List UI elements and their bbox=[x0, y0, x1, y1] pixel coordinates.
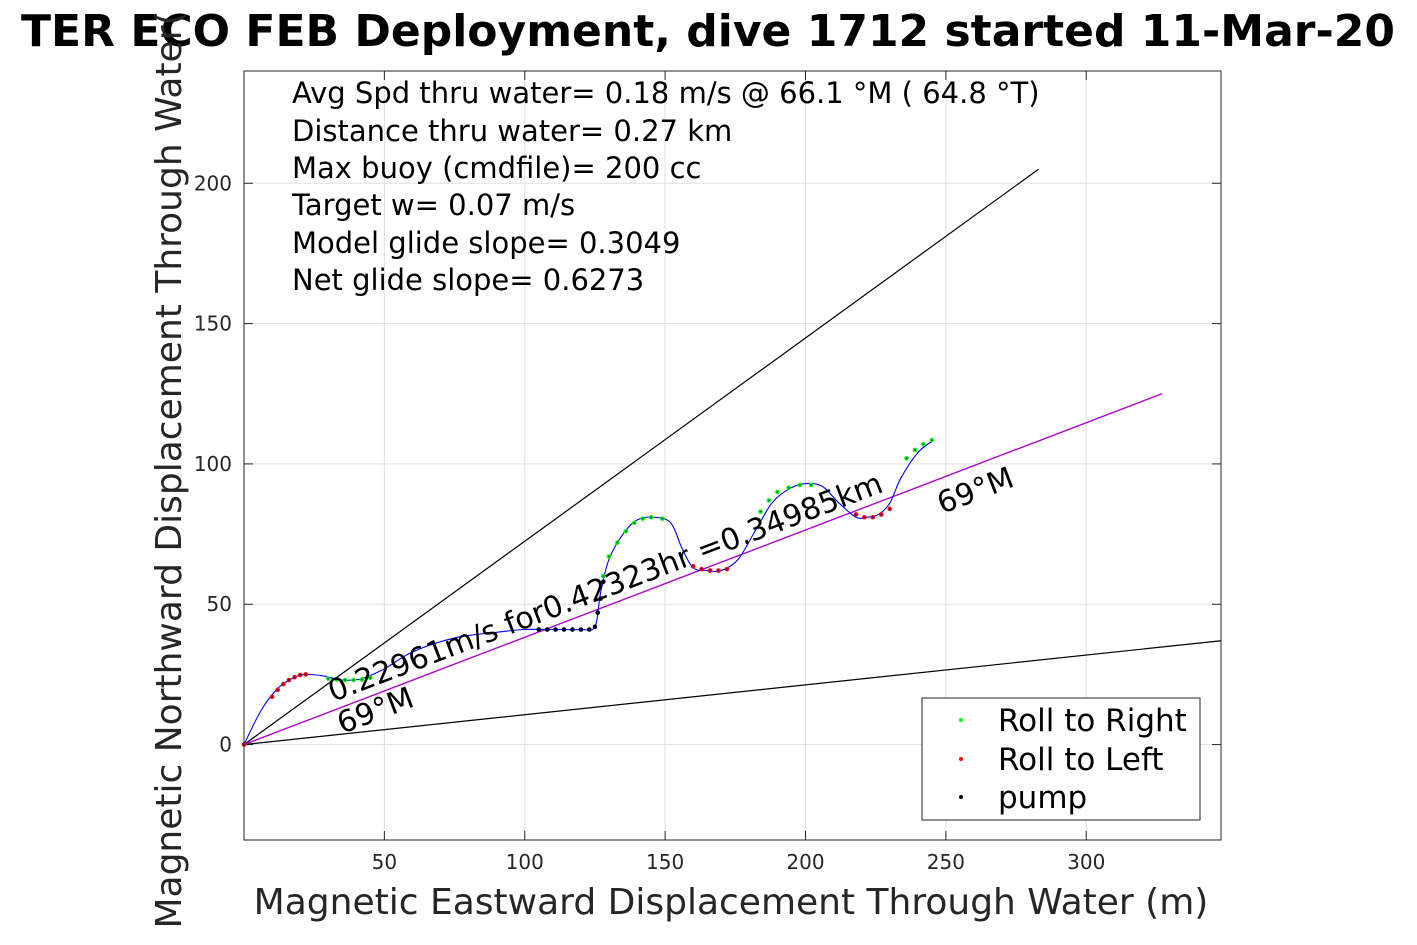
y-tick-label: 150 bbox=[194, 312, 232, 336]
plot-frame bbox=[243, 70, 1222, 841]
marker-core-pump bbox=[602, 580, 605, 583]
info-block: Avg Spd thru water= 0.18 m/s @ 66.1 °M (… bbox=[291, 76, 1040, 297]
marker-core-roll-to-right bbox=[616, 541, 619, 544]
marker-core-roll-to-right bbox=[327, 677, 330, 680]
marker-core-roll-to-right bbox=[661, 517, 664, 520]
info-model-glide-slope: Model glide slope= 0.3049 bbox=[292, 226, 680, 260]
marker-core-roll-to-right bbox=[633, 521, 636, 524]
chart-title: TER ECO FEB Deployment, dive 1712 starte… bbox=[21, 6, 1395, 57]
marker-core-roll-to-right bbox=[810, 483, 813, 486]
legend-label-pump: pump bbox=[998, 780, 1087, 816]
marker-core-roll-to-right bbox=[344, 679, 347, 682]
marker-core-roll-to-right bbox=[650, 516, 653, 519]
marker-core-roll-to-left bbox=[287, 679, 290, 682]
x-tick-label: 100 bbox=[506, 850, 544, 874]
marker-core-pump bbox=[563, 628, 566, 631]
info-distance: Distance thru water= 0.27 km bbox=[292, 114, 732, 148]
x-tick-label: 50 bbox=[372, 850, 397, 874]
marker-core-roll-to-right bbox=[335, 678, 338, 681]
marker-core-roll-to-right bbox=[767, 499, 770, 502]
info-max-buoy: Max buoy (cmdfile)= 200 cc bbox=[292, 151, 701, 185]
marker-core-roll-to-right bbox=[922, 443, 925, 446]
x-tick-label: 250 bbox=[927, 850, 965, 874]
marker-core-roll-to-left bbox=[282, 683, 285, 686]
marker-core-roll-to-right bbox=[798, 483, 801, 486]
marker-core-roll-to-right bbox=[352, 679, 355, 682]
marker-core-roll-to-left bbox=[871, 516, 874, 519]
y-tick-label: 50 bbox=[207, 592, 232, 616]
cone-line-1 bbox=[243, 168, 1039, 746]
axis-ticks: 50 100 150 200 250 300 0 50 100 150 200 bbox=[194, 71, 1221, 874]
x-tick-label: 200 bbox=[786, 850, 824, 874]
marker-core-roll-to-right bbox=[602, 575, 605, 578]
marker-core-roll-to-right bbox=[930, 439, 933, 442]
y-axis-label: Magnetic Northward Displacement Through … bbox=[149, 11, 190, 928]
marker-core-pump bbox=[588, 628, 591, 631]
marker-core-pump bbox=[593, 625, 596, 628]
marker-core-roll-to-left bbox=[692, 565, 695, 568]
marker-core-pump bbox=[599, 597, 602, 600]
info-target-w: Target w= 0.07 m/s bbox=[291, 188, 575, 222]
y-tick-label: 200 bbox=[194, 171, 232, 195]
marker-core-roll-to-left bbox=[700, 568, 703, 571]
marker-core-roll-to-left bbox=[725, 568, 728, 571]
y-tick-label: 0 bbox=[219, 733, 232, 757]
marker-core-roll-to-left bbox=[863, 516, 866, 519]
marker-core-roll-to-left bbox=[276, 688, 279, 691]
marker-core-pump bbox=[579, 628, 582, 631]
marker-core-roll-to-right bbox=[641, 517, 644, 520]
marker-core-roll-to-right bbox=[776, 490, 779, 493]
marker-core-roll-to-left bbox=[293, 676, 296, 679]
marker-core-roll-to-right bbox=[913, 448, 916, 451]
marker-core-pump bbox=[554, 628, 557, 631]
marker-core-pump bbox=[546, 628, 549, 631]
legend-marker-roll-left bbox=[959, 757, 963, 761]
legend: Roll to Right Roll to Left pump bbox=[921, 697, 1201, 821]
legend-label-roll-right: Roll to Right bbox=[998, 703, 1187, 739]
marker-core-pump bbox=[571, 628, 574, 631]
marker-core-roll-to-left bbox=[709, 569, 712, 572]
y-tick-label: 100 bbox=[194, 452, 232, 476]
legend-marker-roll-right bbox=[959, 718, 963, 722]
legend-box bbox=[921, 697, 1201, 821]
marker-core-roll-to-left bbox=[855, 513, 858, 516]
marker-core-roll-to-right bbox=[369, 676, 372, 679]
marker-core-roll-to-right bbox=[624, 530, 627, 533]
x-tick-label: 150 bbox=[646, 850, 684, 874]
legend-label-roll-left: Roll to Left bbox=[998, 742, 1164, 778]
marker-core-roll-to-left bbox=[717, 569, 720, 572]
marker-core-roll-to-right bbox=[905, 457, 908, 460]
marker-core-roll-to-right bbox=[607, 555, 610, 558]
legend-marker-pump bbox=[959, 795, 963, 799]
marker-core-roll-to-left bbox=[304, 673, 307, 676]
marker-core-roll-to-left bbox=[888, 507, 891, 510]
info-net-glide-slope: Net glide slope= 0.6273 bbox=[292, 263, 644, 297]
marker-core-roll-to-left bbox=[271, 695, 274, 698]
marker-core-pump bbox=[596, 611, 599, 614]
marker-core-roll-to-left bbox=[880, 513, 883, 516]
cone-line-2 bbox=[243, 640, 1222, 746]
data-markers bbox=[241, 437, 935, 747]
marker-core-pump bbox=[537, 628, 540, 631]
marker-core-roll-to-right bbox=[787, 486, 790, 489]
marker-core-roll-to-left bbox=[299, 673, 302, 676]
x-tick-label: 300 bbox=[1067, 850, 1105, 874]
info-avg-speed: Avg Spd thru water= 0.18 m/s @ 66.1 °M (… bbox=[292, 76, 1040, 110]
marker-core-roll-to-right bbox=[759, 510, 762, 513]
x-axis-label: Magnetic Eastward Displacement Through W… bbox=[254, 882, 1209, 923]
grid bbox=[244, 71, 1221, 840]
marker-core-roll-to-right bbox=[360, 678, 363, 681]
